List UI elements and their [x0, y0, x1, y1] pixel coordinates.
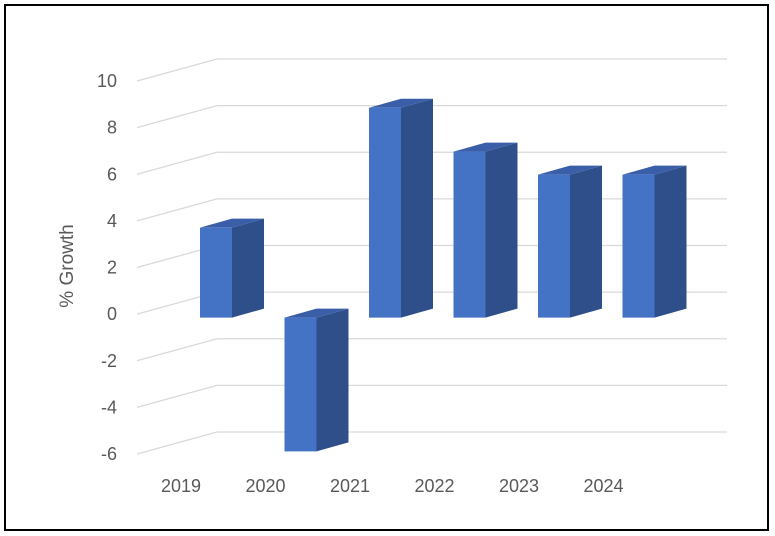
bar-front — [284, 317, 317, 452]
bar-2022 — [453, 142, 518, 318]
gridline-diagonal — [136, 384, 218, 409]
y-axis-ticks: 10 8 6 4 2 0 -2 -4 -6 — [97, 71, 117, 464]
bar-top — [200, 218, 264, 228]
y-tick-label: -6 — [101, 444, 117, 464]
gridline-diagonal — [136, 58, 218, 82]
gridline-diagonal — [136, 198, 218, 222]
x-tick-label: 2021 — [330, 476, 370, 496]
x-axis-ticks: 2019 2020 2021 2022 2023 2024 — [161, 476, 624, 496]
bar-side — [316, 308, 349, 452]
bar-front — [538, 174, 570, 318]
bar-side — [570, 165, 602, 318]
x-tick-label: 2020 — [245, 476, 285, 496]
gridline-diagonal — [136, 338, 218, 362]
bar-2020 — [284, 308, 349, 452]
gridline-diagonal — [136, 431, 218, 455]
bar-front — [622, 174, 655, 318]
bar-2024 — [622, 165, 687, 318]
gridline-diagonal — [136, 151, 218, 175]
bars — [200, 98, 687, 452]
bar-front — [369, 107, 401, 318]
bar-side — [401, 98, 433, 318]
bar-top — [538, 165, 602, 175]
x-tick-label: 2022 — [414, 476, 454, 496]
y-tick-label: 4 — [107, 211, 117, 231]
bar-front — [453, 151, 486, 318]
bar-2023 — [538, 165, 602, 318]
gridline-diagonal — [136, 104, 218, 129]
bar-top — [453, 142, 518, 152]
y-tick-label: 8 — [107, 118, 117, 138]
y-tick-label: 6 — [107, 164, 117, 184]
y-tick-label: 10 — [97, 71, 117, 91]
x-tick-label: 2019 — [161, 476, 201, 496]
y-tick-label: 0 — [107, 304, 117, 324]
bar-2021 — [369, 98, 433, 318]
y-tick-label: -2 — [101, 351, 117, 371]
bar-top — [284, 308, 349, 318]
x-tick-label: 2024 — [583, 476, 623, 496]
y-tick-label: 2 — [107, 258, 117, 278]
bar-side — [654, 165, 687, 318]
x-tick-label: 2023 — [499, 476, 539, 496]
bar-2019 — [200, 218, 264, 318]
bar-top — [622, 165, 687, 175]
y-tick-label: -4 — [101, 397, 117, 417]
bar-front — [200, 227, 232, 318]
bar-side — [485, 142, 518, 318]
bar-top — [369, 98, 433, 108]
y-axis-title: % Growth — [57, 224, 78, 307]
bar-side — [232, 218, 264, 318]
